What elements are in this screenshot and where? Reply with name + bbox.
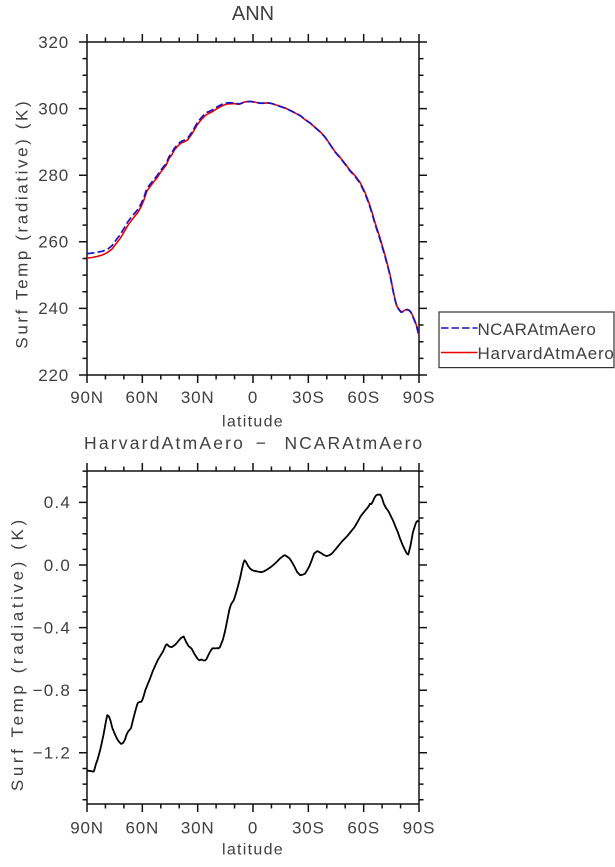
svg-text:60S: 60S	[347, 388, 380, 407]
svg-text:0: 0	[248, 818, 258, 837]
svg-text:NCARAtmAero: NCARAtmAero	[478, 320, 597, 339]
svg-text:30N: 30N	[181, 818, 215, 837]
svg-text:60N: 60N	[126, 818, 160, 837]
svg-text:−0.8: −0.8	[33, 681, 71, 700]
svg-text:Surf Temp (radiative) (K): Surf Temp (radiative) (K)	[8, 516, 27, 791]
svg-text:320: 320	[38, 33, 69, 52]
svg-text:latitude: latitude	[222, 842, 284, 859]
svg-text:HarvardAtmAero: HarvardAtmAero	[84, 433, 245, 453]
svg-text:30S: 30S	[292, 818, 325, 837]
svg-text:0.0: 0.0	[44, 556, 71, 575]
svg-text:30N: 30N	[181, 388, 215, 407]
svg-text:30S: 30S	[292, 388, 325, 407]
svg-text:220: 220	[38, 366, 69, 385]
svg-text:90S: 90S	[403, 818, 436, 837]
svg-text:latitude: latitude	[222, 414, 284, 431]
svg-text:260: 260	[38, 233, 69, 252]
svg-text:300: 300	[38, 99, 69, 118]
svg-text:60S: 60S	[347, 818, 380, 837]
svg-text:240: 240	[38, 299, 69, 318]
svg-text:0.4: 0.4	[44, 493, 71, 512]
svg-text:280: 280	[38, 166, 69, 185]
svg-text:90N: 90N	[70, 818, 104, 837]
svg-text:HarvardAtmAero: HarvardAtmAero	[478, 344, 615, 363]
svg-text:−0.4: −0.4	[33, 618, 71, 637]
svg-text:0: 0	[248, 388, 258, 407]
svg-text:ANN: ANN	[232, 3, 274, 25]
svg-text:90S: 90S	[403, 388, 436, 407]
svg-text:90N: 90N	[70, 388, 104, 407]
svg-text:−: −	[256, 433, 266, 453]
svg-text:Surf Temp (radiative) (K): Surf Temp (radiative) (K)	[13, 99, 32, 349]
svg-text:60N: 60N	[126, 388, 160, 407]
svg-text:NCARAtmAero: NCARAtmAero	[285, 433, 425, 453]
svg-text:−1.2: −1.2	[33, 744, 71, 763]
